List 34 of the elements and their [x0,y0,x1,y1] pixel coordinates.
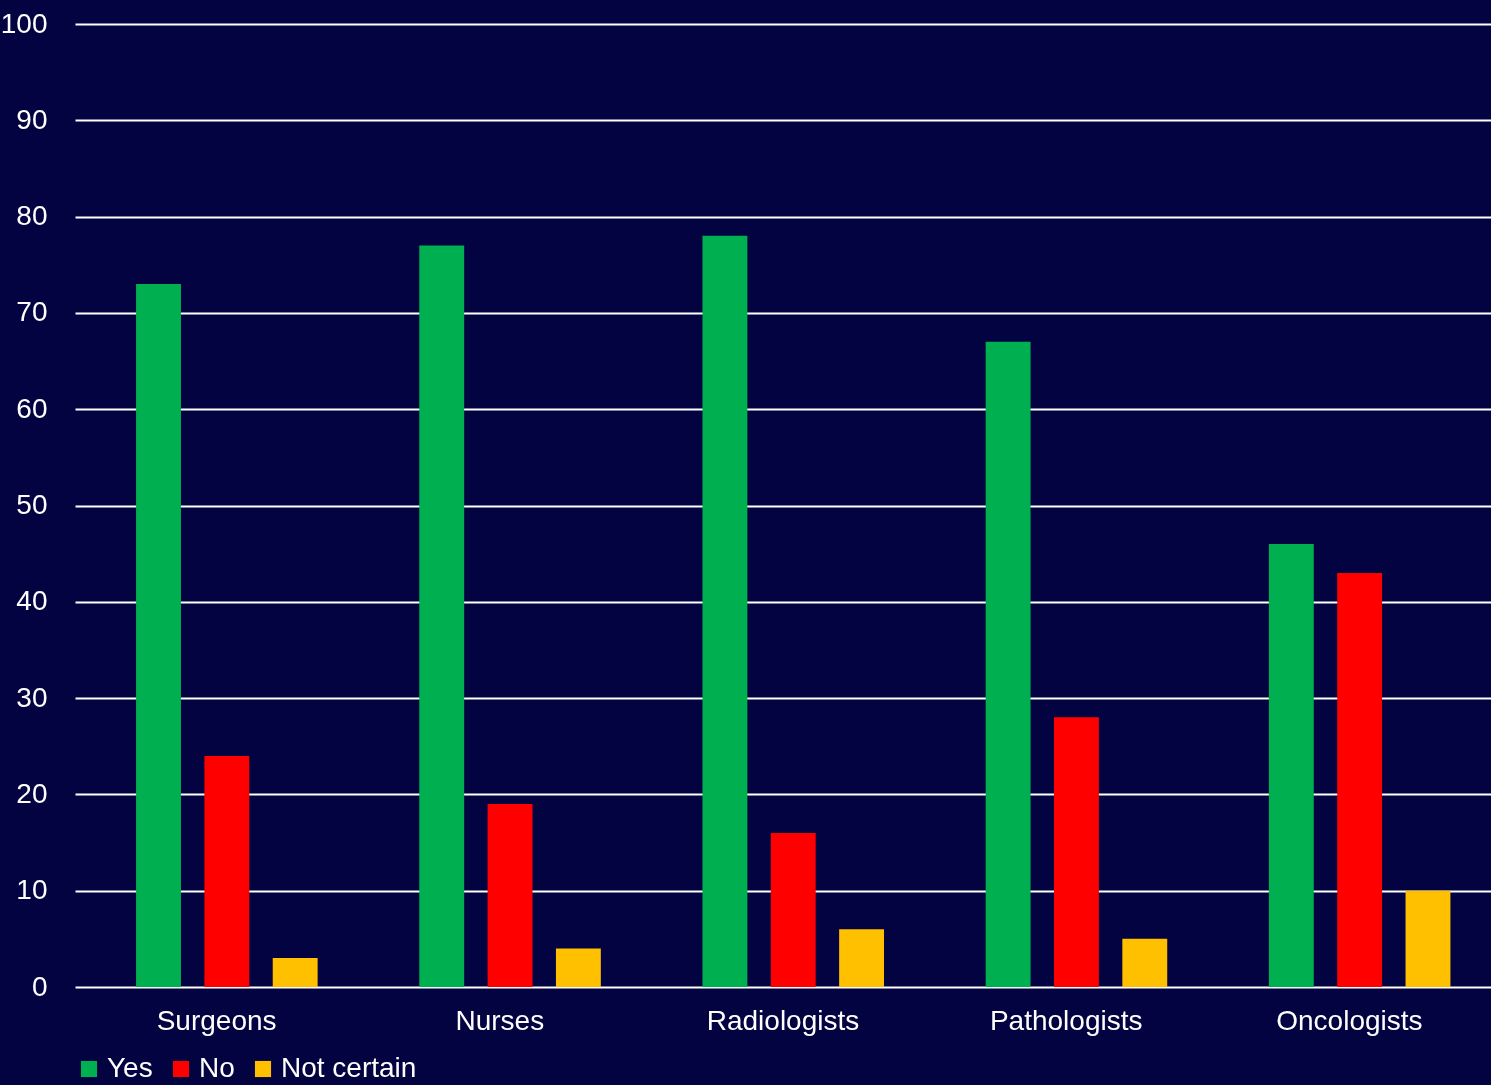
bar [985,341,1031,987]
x-tick-label: Nurses [455,1004,545,1036]
legend-label: Not certain [281,1052,417,1083]
y-tick-label: 30 [16,681,48,713]
bar [1405,890,1451,987]
bar [204,755,250,987]
bar [419,245,465,987]
bar [770,832,816,987]
bar [1337,572,1383,987]
y-tick-label: 50 [16,489,48,520]
bar [1268,544,1314,987]
y-tick-label: 90 [16,103,48,135]
x-tick-label: Radiologists [706,1004,860,1036]
y-tick-label: 70 [16,296,48,328]
y-tick-label: 80 [16,200,48,232]
x-tick-label: Pathologists [989,1004,1143,1036]
legend-label: No [199,1052,235,1083]
bar [487,804,533,987]
y-tick-label: 20 [16,777,48,809]
y-tick-label: 10 [16,874,48,906]
bar [136,284,181,987]
x-tick-label: Oncologists [1276,1004,1423,1036]
bar [839,929,885,987]
bar [272,958,318,987]
bar [1054,717,1099,987]
bar [702,235,748,987]
legend-label: Yes [107,1052,153,1083]
y-tick-label: 40 [16,585,48,617]
y-tick-label: 0 [31,970,48,1002]
y-tick-label: 60 [16,392,48,424]
bar [555,948,601,987]
bar [1122,938,1168,987]
x-tick-label: Surgeons [156,1004,277,1036]
y-tick-label: 100 [0,7,48,39]
